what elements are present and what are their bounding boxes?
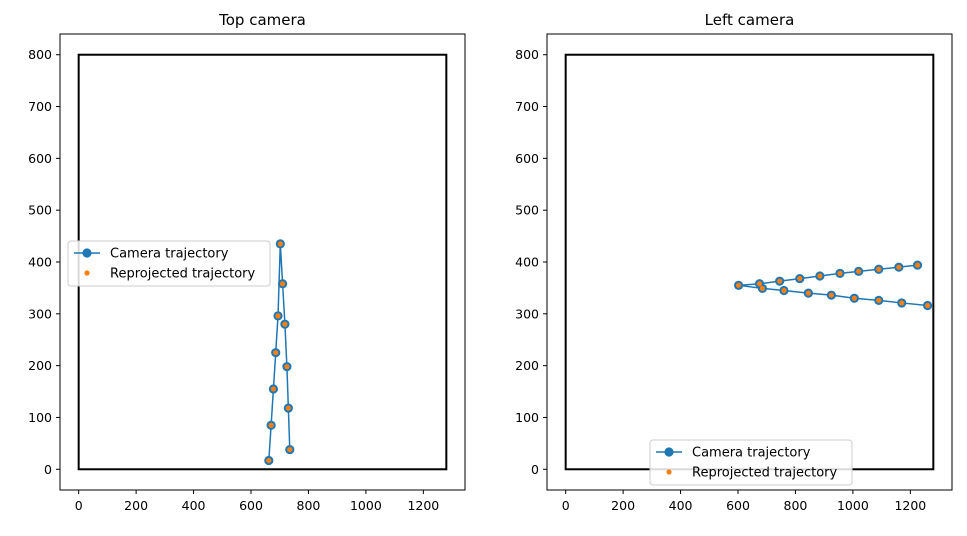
data-point-reprojected-trajectory (828, 292, 834, 298)
data-point-reprojected-trajectory (277, 241, 283, 247)
legend-label: Camera trajectory (692, 446, 811, 461)
legend: Camera trajectory Reprojected trajectory (649, 439, 853, 486)
chart-title: Left camera (705, 11, 795, 29)
data-point-reprojected-trajectory (896, 264, 902, 270)
y-tick-label: 400 (28, 255, 52, 270)
data-point-reprojected-trajectory (285, 405, 291, 411)
y-tick-label: 200 (515, 358, 539, 373)
y-tick-label: 400 (515, 255, 539, 270)
y-tick-label: 100 (28, 410, 52, 425)
y-tick-label: 700 (515, 99, 539, 114)
x-tick-label: 0 (75, 498, 83, 513)
y-tick-label: 0 (531, 462, 539, 477)
data-point-reprojected-trajectory (284, 364, 290, 370)
x-tick-label: 1200 (407, 498, 439, 513)
y-tick-label: 500 (515, 203, 539, 218)
x-tick-label: 200 (124, 498, 148, 513)
legend-label: Reprojected trajectory (692, 466, 838, 481)
image-frame (564, 53, 935, 471)
data-point-reprojected-trajectory (797, 275, 803, 282)
data-point-reprojected-trajectory (856, 268, 862, 274)
data-point-reprojected-trajectory (287, 446, 293, 453)
legend-box (649, 439, 853, 486)
x-tick-label: 400 (182, 498, 206, 513)
y-tick-label: 500 (28, 203, 52, 218)
x-tick-label: 1000 (350, 498, 382, 513)
x-tick-label: 1000 (837, 498, 869, 513)
data-point-reprojected-trajectory (268, 422, 274, 428)
chart-panel-1: Left camera 0 200 400 600 800 1000 1200 0 100 200 3… (515, 11, 953, 513)
axes-frame (546, 33, 953, 491)
x-tick-label: 400 (669, 498, 693, 513)
y-tick-label: 700 (28, 99, 52, 114)
legend-marker-reprojected-trajectory (84, 270, 90, 276)
data-point-reprojected-trajectory (781, 287, 787, 294)
data-point-reprojected-trajectory (914, 262, 921, 268)
data-point-reprojected-trajectory (851, 295, 857, 301)
legend: Camera trajectory Reprojected trajectory (67, 240, 271, 287)
data-point-reprojected-trajectory (282, 321, 288, 327)
y-tick-label: 600 (28, 151, 52, 166)
legend-label: Camera trajectory (110, 247, 229, 262)
data-point-reprojected-trajectory (899, 300, 905, 306)
legend-marker-reprojected-trajectory (666, 469, 672, 475)
y-tick-label: 200 (28, 358, 52, 373)
x-tick-label: 600 (726, 498, 750, 513)
data-point-reprojected-trajectory (273, 350, 279, 356)
legend-label: Reprojected trajectory (110, 267, 256, 282)
x-tick-label: 1200 (894, 498, 926, 513)
data-point-reprojected-trajectory (817, 273, 823, 279)
x-tick-label: 200 (611, 498, 635, 513)
data-point-reprojected-trajectory (266, 457, 272, 464)
x-tick-label: 0 (562, 498, 570, 513)
y-tick-label: 300 (515, 306, 539, 321)
x-tick-label: 600 (239, 498, 263, 513)
y-tick-label: 300 (28, 306, 52, 321)
chart-panel-0: Top camera 0 200 400 600 800 1000 1200 0 100 200 30… (28, 11, 466, 513)
data-point-reprojected-trajectory (876, 297, 882, 303)
data-point-reprojected-trajectory (735, 282, 742, 288)
x-tick-label: 800 (297, 498, 321, 513)
chart-title: Top camera (218, 11, 306, 29)
data-point-reprojected-trajectory (275, 313, 281, 319)
data-point-reprojected-trajectory (876, 266, 882, 272)
y-tick-label: 600 (515, 151, 539, 166)
data-point-reprojected-trajectory (777, 278, 783, 284)
data-point-reprojected-trajectory (280, 281, 286, 287)
y-tick-label: 100 (515, 410, 539, 425)
data-point-reprojected-trajectory (837, 270, 843, 276)
y-tick-label: 800 (28, 47, 52, 62)
data-point-reprojected-trajectory (756, 281, 763, 287)
legend-marker-camera-trajectory (664, 447, 674, 457)
legend-marker-camera-trajectory (82, 248, 92, 258)
x-tick-label: 800 (784, 498, 808, 513)
y-tick-label: 800 (515, 47, 539, 62)
data-point-reprojected-trajectory (805, 290, 811, 296)
data-point-reprojected-trajectory (270, 386, 277, 392)
y-tick-label: 0 (44, 462, 52, 477)
data-point-reprojected-trajectory (924, 302, 931, 309)
legend-box (67, 240, 271, 287)
data-point-reprojected-trajectory (759, 285, 766, 292)
